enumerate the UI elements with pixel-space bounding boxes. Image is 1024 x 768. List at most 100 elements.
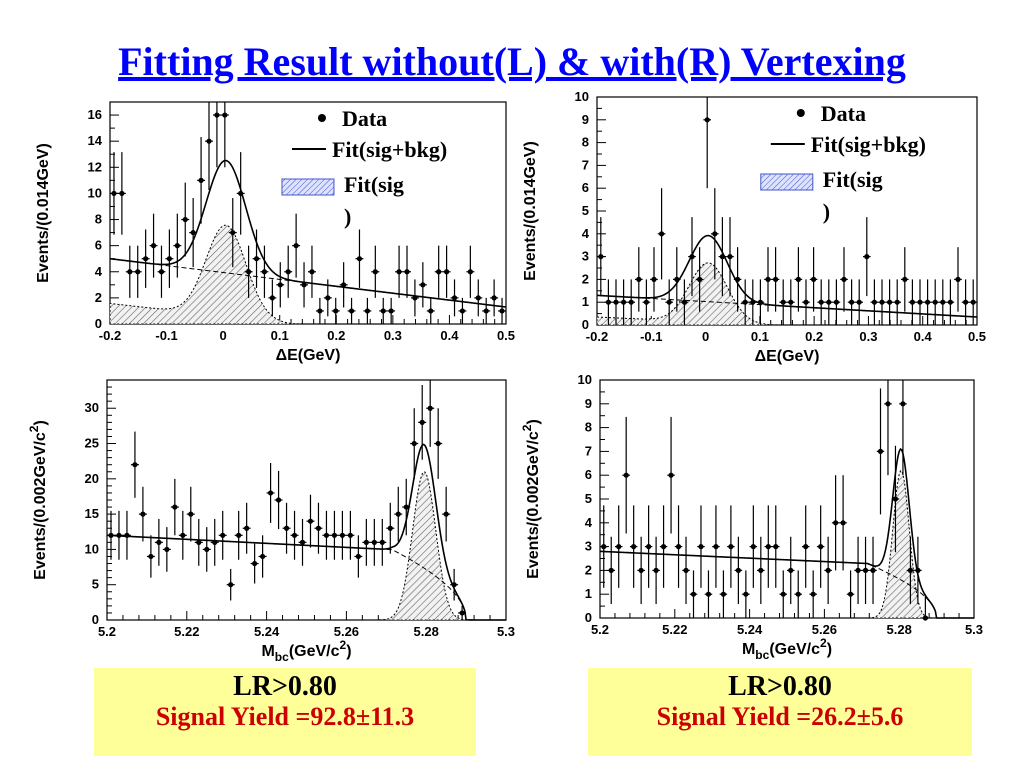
data-point	[146, 535, 155, 578]
data-point	[863, 217, 871, 297]
data-marker	[499, 308, 505, 314]
data-point	[205, 102, 213, 191]
data-point	[282, 502, 291, 554]
data-marker	[963, 299, 969, 305]
data-point	[622, 416, 630, 534]
data-point	[466, 245, 475, 298]
data-marker	[833, 299, 840, 305]
data-point	[704, 570, 713, 618]
data-marker	[780, 299, 786, 305]
data-marker	[301, 282, 307, 288]
data-marker	[356, 256, 363, 262]
data-marker	[459, 610, 465, 616]
data-point	[387, 297, 396, 324]
data-point	[450, 279, 459, 317]
data-marker	[651, 276, 657, 282]
data-point	[741, 279, 749, 325]
data-point	[355, 229, 364, 288]
data-point	[787, 536, 795, 605]
data-marker	[727, 254, 733, 260]
data-point	[772, 505, 780, 588]
data-point	[764, 505, 773, 588]
data-marker	[803, 544, 809, 550]
data-marker	[467, 269, 473, 275]
data-marker	[135, 269, 141, 275]
data-marker	[404, 269, 410, 275]
data-point	[719, 570, 728, 618]
fit-total-line	[596, 234, 978, 318]
data-point	[236, 152, 245, 235]
data-marker	[885, 401, 891, 407]
data-marker	[681, 299, 688, 305]
data-point	[347, 297, 356, 324]
data-marker	[396, 269, 402, 275]
legend-total-label: Fit(sig+bkg)	[811, 132, 926, 157]
data-marker	[325, 295, 331, 301]
data-point	[284, 245, 293, 298]
data-point	[363, 297, 372, 324]
data-marker	[720, 591, 727, 597]
y-tick-label: 3	[582, 249, 589, 264]
y-tick-label: 1	[585, 586, 592, 601]
data-marker	[364, 308, 370, 314]
data-marker	[631, 544, 637, 550]
data-marker	[150, 243, 157, 249]
x-tick-label: 5.22	[662, 622, 687, 637]
data-marker	[713, 544, 719, 550]
x-tick-label: 0.5	[968, 329, 986, 344]
data-point	[884, 380, 892, 476]
data-point	[901, 247, 909, 312]
data-point	[498, 297, 506, 324]
data-marker	[841, 276, 847, 282]
legend-sig-swatch	[281, 178, 335, 196]
data-point	[266, 462, 275, 523]
data-marker	[818, 299, 824, 305]
data-marker	[697, 276, 703, 282]
data-marker	[892, 496, 899, 502]
y-tick-label: 0	[585, 610, 592, 625]
x-tick-label: 5.24	[254, 624, 280, 639]
data-point	[130, 431, 139, 498]
data-marker	[348, 308, 355, 314]
data-point	[637, 536, 645, 605]
data-point	[801, 505, 810, 588]
data-marker	[387, 525, 393, 531]
data-marker	[166, 256, 172, 262]
data-point	[757, 536, 765, 605]
x-tick-label: 0	[220, 328, 227, 343]
x-tick-label: 0	[702, 329, 709, 344]
x-tick-label: 0.2	[805, 329, 823, 344]
data-point	[869, 536, 877, 605]
data-marker	[246, 269, 252, 275]
legend-data-marker	[317, 114, 326, 122]
data-marker	[451, 295, 458, 301]
fit-total-line	[109, 159, 507, 308]
y-tick-label: 9	[585, 396, 592, 411]
data-point	[298, 518, 307, 566]
data-point	[268, 279, 277, 317]
data-marker	[403, 504, 409, 510]
data-point	[855, 279, 863, 325]
data-point	[779, 570, 787, 618]
data-marker	[735, 276, 741, 282]
y-tick-label: 5	[585, 491, 592, 506]
data-point	[434, 245, 443, 298]
data-marker	[220, 532, 226, 538]
data-marker	[108, 532, 114, 538]
data-point	[885, 279, 894, 325]
data-marker	[443, 511, 449, 517]
data-marker	[855, 567, 861, 574]
data-point	[458, 605, 467, 620]
data-marker	[765, 276, 771, 282]
data-marker	[363, 539, 369, 545]
legend-sig-label-2: )	[344, 204, 351, 229]
x-tick-label: 0.3	[859, 329, 877, 344]
data-point	[194, 518, 203, 566]
data-marker	[879, 299, 885, 305]
data-marker	[164, 546, 170, 553]
data-point	[878, 279, 886, 325]
data-marker	[315, 525, 322, 531]
data-marker	[190, 229, 196, 236]
data-point	[218, 510, 227, 560]
data-marker	[267, 490, 274, 496]
